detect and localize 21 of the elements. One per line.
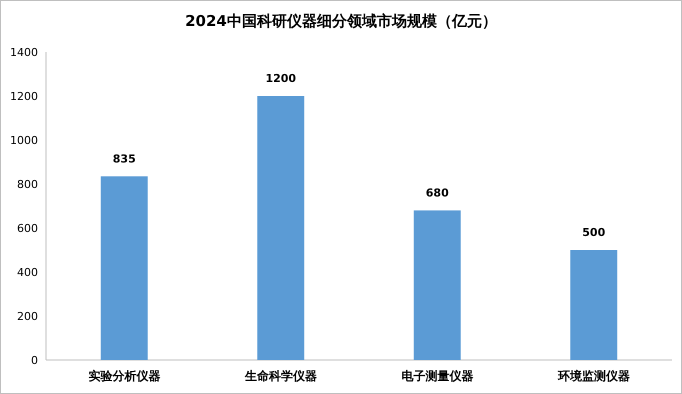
y-tick-label: 1200 [10, 90, 38, 103]
y-tick-label: 800 [17, 178, 38, 191]
chart-title: 2024中国科研仪器细分领域市场规模（亿元） [185, 12, 497, 30]
x-tick-label: 环境监测仪器 [556, 369, 630, 383]
y-tick-label: 0 [31, 354, 38, 367]
bar [414, 210, 461, 360]
x-tick-label: 生命科学仪器 [244, 369, 317, 383]
y-tick-label: 400 [17, 266, 38, 279]
x-tick-label: 实验分析仪器 [88, 369, 160, 383]
data-label: 835 [112, 152, 136, 166]
y-tick-label: 1000 [10, 134, 38, 147]
bar [257, 96, 304, 360]
data-label: 500 [582, 226, 606, 239]
y-tick-label: 600 [17, 222, 38, 235]
bar [570, 250, 618, 360]
data-label: 680 [426, 186, 450, 200]
y-tick-label: 1400 [10, 46, 38, 59]
bar [100, 176, 148, 360]
x-tick-label: 电子测量仪器 [401, 369, 474, 383]
data-label: 1200 [265, 72, 296, 85]
y-tick-label: 200 [17, 310, 38, 323]
